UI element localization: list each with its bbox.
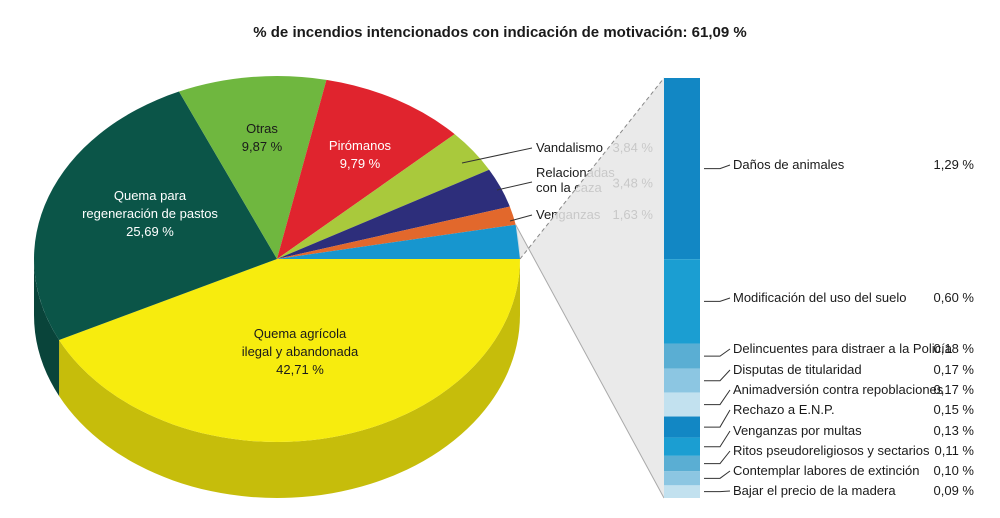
pie-slice-vandalismo xyxy=(277,134,490,259)
slice-label-quema-agricola-ilegal-y-abandonada: Quema agrícola ilegal y abandonada 42,71 % xyxy=(242,326,359,377)
slice-label-line: ilegal y abandonada xyxy=(242,344,359,359)
connector-fill xyxy=(515,78,664,498)
slice-label-line: 9,79 % xyxy=(340,156,381,171)
pie-side-quema-agricola-ilegal-y-abandonada xyxy=(59,259,520,498)
bar-label-modificacion-del-uso-del-suelo: Modificación del uso del suelo xyxy=(733,290,906,305)
bar-leader xyxy=(704,369,731,382)
leader-line xyxy=(496,181,533,191)
bar-leader xyxy=(704,490,731,493)
breakdown-bar xyxy=(664,78,700,498)
pie-slice-piromanos xyxy=(277,79,455,260)
bar-label-rechazo-a-e-n-p: Rechazo a E.N.P. xyxy=(733,402,835,417)
pie-slice-relacionadas-con-la-caza xyxy=(277,169,510,259)
bar-value-delincuentes-para-distraer-a-la-policia: 0,18 % xyxy=(934,341,975,356)
slice-label-piromanos: Pirómanos 9,79 % xyxy=(329,138,392,171)
bar-value-venganzas-por-multas: 0,13 % xyxy=(934,423,975,438)
pie-slice-otras xyxy=(178,76,327,260)
slice-label-line: regeneración de pastos xyxy=(82,206,218,221)
bar-leader xyxy=(704,164,731,170)
bar-value-bajar-el-precio-de-la-madera: 0,09 % xyxy=(934,483,975,498)
bar-value-modificacion-del-uso-del-suelo: 0,60 % xyxy=(934,290,975,305)
pie-slice-quema-para-regeneracion-de-pastos xyxy=(34,91,278,340)
slice-label-line: Quema agrícola xyxy=(254,326,347,341)
bar-segment-modificacion-del-uso-del-suelo xyxy=(664,259,700,344)
bar-segment-bajar-el-precio-de-la-madera xyxy=(664,485,700,498)
bar-leader xyxy=(704,430,731,448)
bar-label-disputas-de-titularidad: Disputas de titularidad xyxy=(733,362,862,377)
slice-label-line: 25,69 % xyxy=(126,224,174,239)
breakdown-connector xyxy=(515,77,665,499)
bar-value-rechazo-a-e-n-p: 0,15 % xyxy=(934,402,975,417)
bar-label-ritos-pseudoreligiosos-y-sectarios: Ritos pseudoreligiosos y sectarios xyxy=(733,443,930,458)
bar-segment-contemplar-labores-de-extincion xyxy=(664,471,700,486)
breakdown-labels: Daños de animales 1,29 % Modificación del … xyxy=(704,157,974,498)
bar-label-contemplar-labores-de-extincion: Contemplar labores de extinción xyxy=(733,463,919,478)
bar-leader xyxy=(704,348,731,357)
bar-leader xyxy=(704,409,731,428)
bar-leader xyxy=(704,450,731,465)
bar-value-contemplar-labores-de-extincion: 0,10 % xyxy=(934,463,975,478)
bar-value-danos-de-animales: 1,29 % xyxy=(934,157,975,172)
bar-segment-delincuentes-para-distraer-a-la-policia xyxy=(664,343,700,369)
slice-label-otras: Otras 9,87 % xyxy=(242,121,283,154)
slice-label-line: 42,71 % xyxy=(276,362,324,377)
bar-label-danos-de-animales: Daños de animales xyxy=(733,157,845,172)
pie-slice-resto xyxy=(277,224,520,259)
bar-leader xyxy=(704,470,731,479)
slice-label-vandalismo: Vandalismo xyxy=(536,140,603,155)
bar-segment-venganzas-por-multas xyxy=(664,437,700,456)
pie-slice-quema-agricola-ilegal-y-abandonada xyxy=(59,259,520,442)
bar-value-ritos-pseudoreligiosos-y-sectarios: 0,11 % xyxy=(934,443,974,458)
slice-label-line: Quema para xyxy=(114,188,187,203)
bar-leader xyxy=(704,389,731,406)
pie-depth xyxy=(34,259,520,498)
pie-side-quema-para-regeneracion-de-pastos xyxy=(34,259,60,396)
connector-top-line xyxy=(519,77,665,260)
pie-slice-venganzas xyxy=(277,206,516,259)
bar-leader xyxy=(704,297,731,302)
bar-label-venganzas-por-multas: Venganzas por multas xyxy=(733,423,862,438)
leader-line xyxy=(509,214,533,222)
bar-segment-animadversion-contra-repoblaciones xyxy=(664,392,700,417)
pie-top xyxy=(34,76,520,442)
bar-segment-ritos-pseudoreligiosos-y-sectarios xyxy=(664,455,700,472)
connector-bottom-line xyxy=(515,224,665,499)
slice-label-line: Pirómanos xyxy=(329,138,392,153)
slice-label-line: Vandalismo xyxy=(536,140,603,155)
bar-label-delincuentes-para-distraer-a-la-policia: Delincuentes para distraer a la Policía xyxy=(733,341,953,356)
bar-label-animadversion-contra-repoblaciones: Animadversión contra repoblaciones xyxy=(733,382,944,397)
leader-line xyxy=(461,147,533,164)
slice-label-line: Otras xyxy=(246,121,278,136)
bar-segment-danos-de-animales xyxy=(664,78,700,260)
chart-title: % de incendios intencionados con indicac… xyxy=(253,24,746,41)
bar-value-animadversion-contra-repoblaciones: 0,17 % xyxy=(934,382,975,397)
bar-label-bajar-el-precio-de-la-madera: Bajar el precio de la madera xyxy=(733,483,896,498)
bar-segment-disputas-de-titularidad xyxy=(664,368,700,393)
bar-value-disputas-de-titularidad: 0,17 % xyxy=(934,362,975,377)
slice-label-line: 9,87 % xyxy=(242,139,283,154)
bar-segment-rechazo-a-e-n-p xyxy=(664,416,700,438)
slice-label-quema-para-regeneracion-de-pastos: Quema para regeneración de pastos 25,69 % xyxy=(82,188,218,239)
